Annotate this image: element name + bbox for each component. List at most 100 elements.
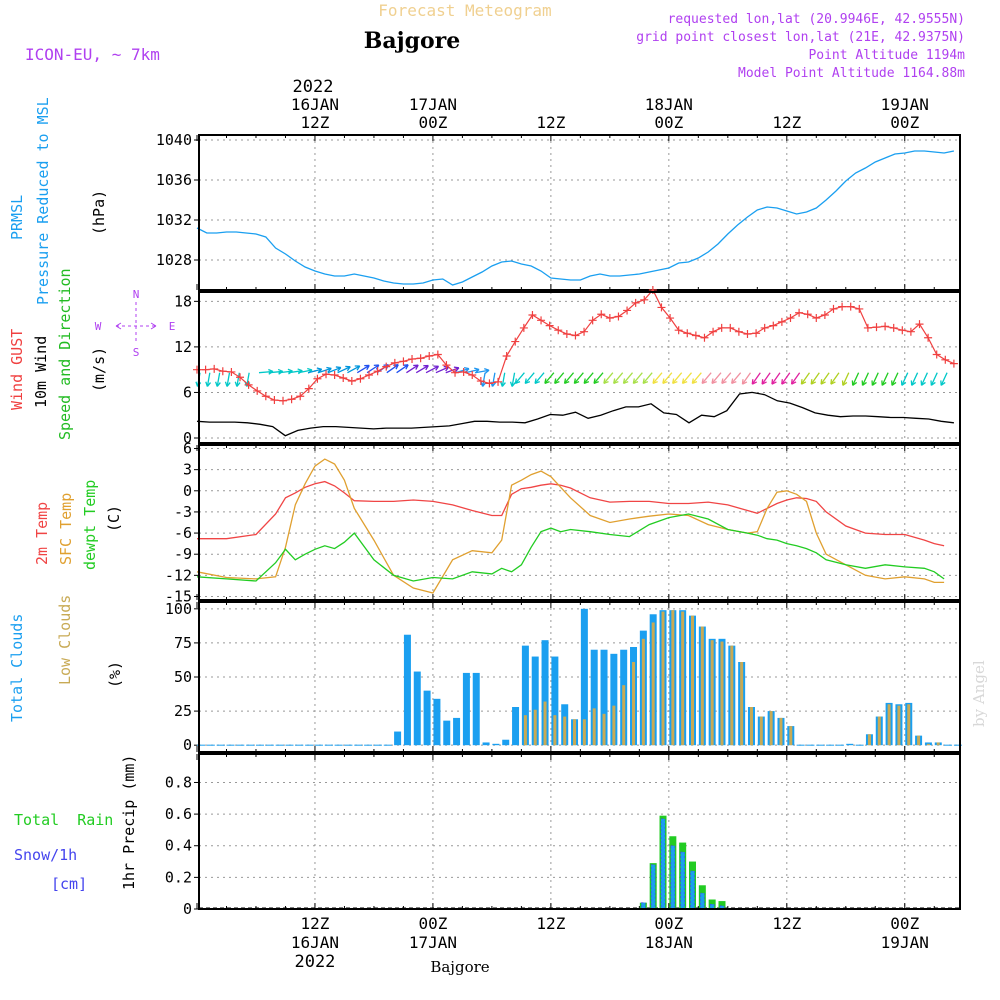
snow-bar xyxy=(660,818,666,910)
gust-marker xyxy=(347,377,356,386)
y-tick-label: -12 xyxy=(165,566,192,584)
rain-bar xyxy=(718,901,726,909)
low-cloud-bar xyxy=(602,713,606,746)
wind-panel: 0 6 12 18 xyxy=(174,285,961,447)
gust-marker xyxy=(322,370,331,379)
low-cloud-bar xyxy=(887,704,891,746)
panel-frame xyxy=(198,753,961,910)
total-cloud-bar xyxy=(443,720,451,746)
footer-location: Bajgore xyxy=(430,958,489,976)
low-cloud-bar xyxy=(651,622,655,746)
compass-s: S xyxy=(133,346,140,359)
gust-marker xyxy=(752,329,761,338)
precip-unit-label: 1hr Precip (mm) xyxy=(120,755,138,890)
low-cloud-bar xyxy=(926,743,930,746)
gust-marker xyxy=(330,370,339,379)
wind-arrow xyxy=(771,372,781,385)
wind-arrow xyxy=(891,372,899,386)
snow-bar xyxy=(690,870,695,910)
wind-arrow xyxy=(861,372,870,386)
y-tick-label: 1040 xyxy=(156,131,192,149)
wind-arrow xyxy=(347,365,361,374)
top-hour-label: 00Z xyxy=(890,113,919,132)
snow-bar xyxy=(709,903,715,910)
model-label: ICON-EU, ~ 7km xyxy=(25,45,160,64)
wind-arrow xyxy=(554,372,565,385)
pressure-msl-label: Pressure Reduced to MSL xyxy=(34,97,52,305)
wind-unit-label: (m/s) xyxy=(90,347,108,392)
wind-arrow xyxy=(534,372,545,385)
wind-arrow xyxy=(711,372,722,385)
low-cloud-bar xyxy=(543,701,547,746)
compass-n: N xyxy=(133,288,140,301)
total-cloud-bar xyxy=(492,743,500,746)
gust-marker xyxy=(769,321,778,330)
gust-marker xyxy=(734,327,743,336)
total-cloud-bar xyxy=(394,731,402,746)
wind-arrow xyxy=(205,372,212,387)
compass-w: W xyxy=(95,320,102,333)
top-date-label: 16JAN xyxy=(291,95,339,114)
wind-arrow xyxy=(920,372,929,386)
gust-marker xyxy=(218,367,227,376)
gust-marker xyxy=(949,359,958,368)
dewpt-line xyxy=(196,513,945,582)
total-cloud-bar xyxy=(521,645,529,746)
wind-arrow xyxy=(841,372,850,386)
model-altitude: Model Point Altitude 1164.88m xyxy=(738,66,965,81)
pressure-panel: 1028 1032 1036 1040 xyxy=(156,131,961,291)
wind-arrow xyxy=(500,372,506,387)
gust-marker xyxy=(287,395,296,404)
snow-bar xyxy=(650,864,656,910)
gust-marker xyxy=(571,331,580,340)
gust-marker xyxy=(726,323,735,332)
total-cloud-bar xyxy=(531,656,539,746)
y-tick-label: 12 xyxy=(174,338,192,356)
low-cloud-bar xyxy=(740,662,744,746)
low-cloud-bar xyxy=(720,641,724,746)
gust-marker xyxy=(519,323,528,332)
gust-marker xyxy=(408,355,417,364)
total-cloud-bar xyxy=(403,634,411,746)
bottom-date-label: 18JAN xyxy=(645,933,693,952)
prmsl-line xyxy=(196,150,955,286)
gust-marker xyxy=(829,304,838,313)
compass-rose: N W E S xyxy=(95,288,176,359)
total-rain-label: Total Rain xyxy=(14,811,113,829)
gust-marker xyxy=(537,316,546,325)
gust-marker xyxy=(365,370,374,379)
total-clouds-label: Total Clouds xyxy=(8,614,26,722)
gust-marker xyxy=(803,310,812,319)
wind-arrow xyxy=(681,372,692,385)
low-cloud-bar xyxy=(681,611,685,746)
wind-arrow xyxy=(741,372,752,385)
wind-arrow xyxy=(224,372,231,387)
gust-marker xyxy=(562,329,571,338)
low-cloud-bar xyxy=(612,705,616,746)
gust-marker xyxy=(872,323,881,332)
low-cloud-bar xyxy=(641,638,645,746)
y-tick-label: 0.2 xyxy=(165,868,192,886)
wind-arrow xyxy=(642,372,653,385)
gust-marker xyxy=(494,377,503,386)
wind10m-line xyxy=(196,391,954,437)
y-tick-label: 0 xyxy=(183,429,192,447)
gust-marker xyxy=(313,374,322,383)
gust-marker xyxy=(717,323,726,332)
total-cloud-bar xyxy=(413,671,421,746)
wind-arrow xyxy=(514,372,525,385)
gust-marker xyxy=(709,327,718,336)
speed-dir-label: Speed and Direction xyxy=(56,268,74,440)
low-cloud-bar xyxy=(592,708,596,746)
wind-arrow xyxy=(940,372,948,386)
chart-title: Forecast Meteogram xyxy=(378,1,551,20)
low-cloud-bar xyxy=(917,735,921,746)
low-cloud-bar xyxy=(897,705,901,746)
total-cloud-bar xyxy=(433,698,441,746)
gust-marker xyxy=(674,326,683,335)
top-hour-label: 00Z xyxy=(418,113,447,132)
wind-arrow xyxy=(356,364,370,374)
wind-arrow xyxy=(632,372,643,385)
gust-marker xyxy=(906,327,915,336)
gust-marker xyxy=(433,350,442,359)
